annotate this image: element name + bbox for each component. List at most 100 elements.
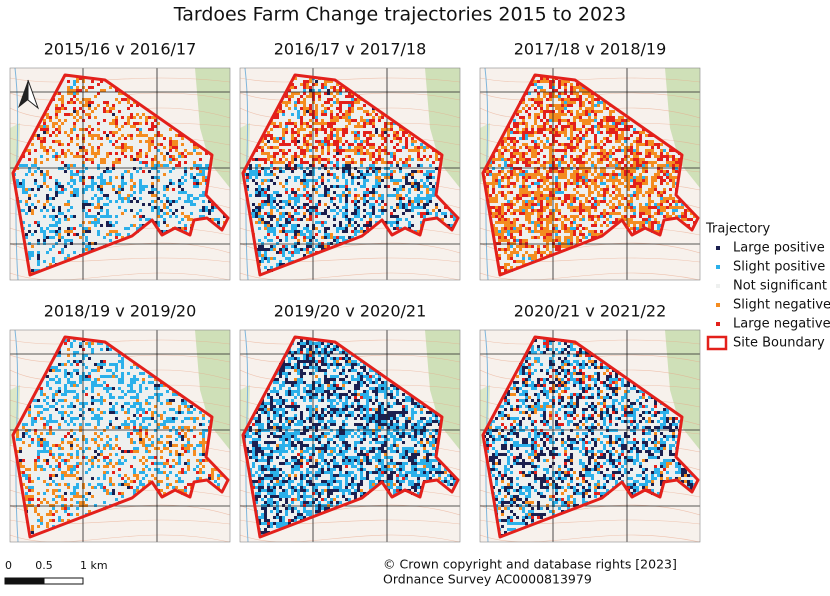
trajectory-pixel bbox=[112, 375, 115, 378]
trajectory-pixel bbox=[654, 221, 657, 224]
trajectory-pixel bbox=[288, 101, 291, 104]
trajectory-pixel bbox=[504, 239, 507, 242]
trajectory-pixel bbox=[510, 164, 513, 167]
trajectory-pixel bbox=[516, 209, 519, 212]
trajectory-pixel bbox=[73, 128, 76, 131]
trajectory-pixel bbox=[88, 375, 91, 378]
trajectory-pixel bbox=[411, 206, 414, 209]
trajectory-pixel bbox=[501, 191, 504, 194]
trajectory-pixel bbox=[61, 98, 64, 101]
trajectory-pixel bbox=[537, 92, 540, 95]
trajectory-pixel bbox=[498, 239, 501, 242]
trajectory-pixel bbox=[582, 101, 585, 104]
trajectory-pixel bbox=[318, 242, 321, 245]
trajectory-pixel bbox=[46, 381, 49, 384]
trajectory-pixel bbox=[88, 227, 91, 230]
trajectory-pixel bbox=[196, 185, 199, 188]
trajectory-pixel bbox=[651, 188, 654, 191]
trajectory-pixel bbox=[124, 98, 127, 101]
trajectory-pixel bbox=[525, 203, 528, 206]
trajectory-pixel bbox=[306, 218, 309, 221]
trajectory-pixel bbox=[139, 161, 142, 164]
trajectory-pixel bbox=[411, 173, 414, 176]
trajectory-pixel bbox=[175, 149, 178, 152]
trajectory-pixel bbox=[609, 128, 612, 131]
trajectory-pixel bbox=[345, 185, 348, 188]
trajectory-pixel bbox=[255, 212, 258, 215]
trajectory-pixel bbox=[34, 465, 37, 468]
trajectory-pixel bbox=[43, 492, 46, 495]
trajectory-pixel bbox=[594, 176, 597, 179]
trajectory-pixel bbox=[330, 116, 333, 119]
trajectory-pixel bbox=[276, 113, 279, 116]
trajectory-pixel bbox=[103, 381, 106, 384]
trajectory-pixel bbox=[258, 248, 261, 251]
trajectory-pixel bbox=[115, 122, 118, 125]
trajectory-pixel bbox=[82, 357, 85, 360]
trajectory-pixel bbox=[633, 206, 636, 209]
trajectory-pixel bbox=[261, 188, 264, 191]
trajectory-pixel bbox=[585, 146, 588, 149]
trajectory-pixel bbox=[37, 441, 40, 444]
trajectory-pixel bbox=[267, 203, 270, 206]
trajectory-pixel bbox=[354, 167, 357, 170]
trajectory-pixel bbox=[306, 194, 309, 197]
trajectory-pixel bbox=[393, 158, 396, 161]
trajectory-pixel bbox=[522, 239, 525, 242]
trajectory-pixel bbox=[501, 215, 504, 218]
trajectory-pixel bbox=[558, 191, 561, 194]
trajectory-pixel bbox=[76, 233, 79, 236]
trajectory-pixel bbox=[70, 98, 73, 101]
trajectory-pixel bbox=[270, 266, 273, 269]
trajectory-pixel bbox=[85, 441, 88, 444]
trajectory-pixel bbox=[549, 143, 552, 146]
trajectory-pixel bbox=[519, 248, 522, 251]
trajectory-pixel bbox=[61, 95, 64, 98]
trajectory-pixel bbox=[552, 110, 555, 113]
trajectory-pixel bbox=[46, 194, 49, 197]
trajectory-pixel bbox=[639, 140, 642, 143]
trajectory-pixel bbox=[384, 173, 387, 176]
trajectory-pixel bbox=[654, 173, 657, 176]
trajectory-pixel bbox=[594, 200, 597, 203]
trajectory-pixel bbox=[618, 179, 621, 182]
trajectory-pixel bbox=[25, 468, 28, 471]
trajectory-pixel bbox=[118, 381, 121, 384]
trajectory-pixel bbox=[294, 218, 297, 221]
trajectory-pixel bbox=[588, 158, 591, 161]
trajectory-pixel bbox=[255, 206, 258, 209]
trajectory-pixel bbox=[118, 101, 121, 104]
trajectory-pixel bbox=[97, 197, 100, 200]
trajectory-pixel bbox=[558, 107, 561, 110]
trajectory-pixel bbox=[408, 224, 411, 227]
trajectory-pixel bbox=[516, 173, 519, 176]
trajectory-pixel bbox=[294, 251, 297, 254]
trajectory-pixel bbox=[315, 140, 318, 143]
trajectory-pixel bbox=[300, 101, 303, 104]
trajectory-pixel bbox=[94, 441, 97, 444]
trajectory-pixel bbox=[609, 161, 612, 164]
trajectory-pixel bbox=[67, 348, 70, 351]
trajectory-pixel bbox=[264, 221, 267, 224]
trajectory-pixel bbox=[579, 101, 582, 104]
trajectory-pixel bbox=[552, 245, 555, 248]
trajectory-pixel bbox=[52, 444, 55, 447]
trajectory-pixel bbox=[600, 176, 603, 179]
trajectory-pixel bbox=[49, 188, 52, 191]
trajectory-pixel bbox=[315, 233, 318, 236]
trajectory-pixel bbox=[315, 113, 318, 116]
trajectory-pixel bbox=[127, 119, 130, 122]
trajectory-pixel bbox=[333, 203, 336, 206]
trajectory-pixel bbox=[609, 179, 612, 182]
trajectory-pixel bbox=[369, 137, 372, 140]
trajectory-pixel bbox=[639, 221, 642, 224]
trajectory-pixel bbox=[85, 354, 88, 357]
trajectory-pixel bbox=[534, 209, 537, 212]
trajectory-pixel bbox=[91, 369, 94, 372]
trajectory-pixel bbox=[106, 101, 109, 104]
trajectory-pixel bbox=[573, 233, 576, 236]
trajectory-pixel bbox=[202, 209, 205, 212]
trajectory-pixel bbox=[300, 107, 303, 110]
trajectory-pixel bbox=[339, 86, 342, 89]
trajectory-pixel bbox=[594, 104, 597, 107]
